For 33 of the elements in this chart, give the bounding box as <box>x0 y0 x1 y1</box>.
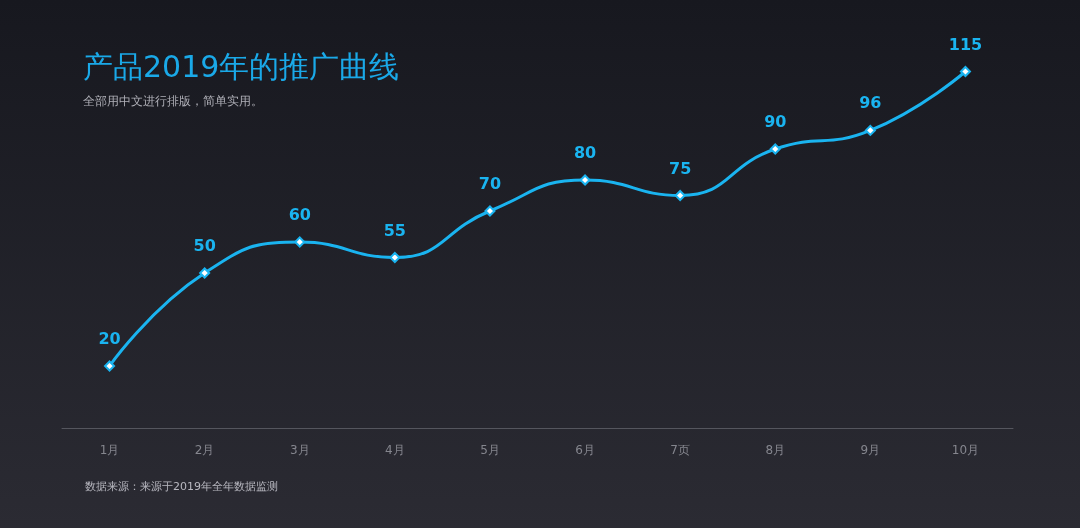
data-label: 60 <box>288 205 311 224</box>
x-tick-label: 9月 <box>860 443 881 457</box>
point <box>389 252 401 263</box>
x-tick-label: 7页 <box>670 443 690 457</box>
x-tick-label: 4月 <box>385 443 405 457</box>
point <box>769 143 781 155</box>
point <box>199 267 211 279</box>
x-tick-label: 10月 <box>951 443 980 457</box>
data-label: 70 <box>478 174 502 193</box>
data-label: 80 <box>573 143 597 162</box>
data-label: 20 <box>98 329 121 348</box>
data-label: 90 <box>764 112 787 131</box>
x-tick-label: 3月 <box>289 443 310 457</box>
data-label: 96 <box>859 93 882 113</box>
source-note: 数据来源：来源于2019年全年数据监测 <box>85 480 278 493</box>
data-label: 75 <box>669 158 692 178</box>
x-tick-label: 6月 <box>575 443 595 457</box>
data-label: 115 <box>948 34 983 54</box>
point <box>959 66 971 77</box>
point <box>104 360 116 372</box>
x-tick-label: 8月 <box>765 443 786 457</box>
point <box>674 190 686 201</box>
point <box>294 236 306 248</box>
chart-title: 产品2019年的推广曲线 <box>83 48 400 84</box>
data-label: 50 <box>193 236 216 255</box>
point <box>484 205 496 217</box>
point <box>864 124 876 136</box>
x-tick-label: 1月 <box>99 443 120 457</box>
x-tick-label: 5月 <box>480 443 500 457</box>
point <box>579 174 591 186</box>
data-label: 55 <box>383 220 406 240</box>
x-tick-label: 2月 <box>194 443 215 457</box>
text: 全部用中文进行排版，简单实用。 <box>83 94 263 108</box>
